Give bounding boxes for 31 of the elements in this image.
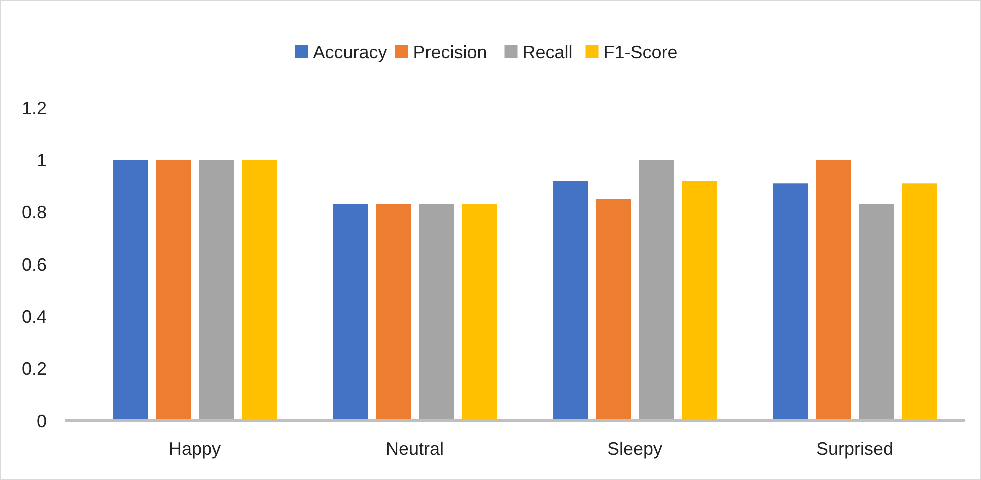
x-tick-label: Neutral xyxy=(386,439,444,459)
y-tick-label: 0.4 xyxy=(22,306,47,327)
y-tick-label: 0.6 xyxy=(22,254,47,275)
y-tick-label: 1.2 xyxy=(22,98,47,118)
legend-label: F1-Score xyxy=(604,42,678,62)
bar xyxy=(859,204,894,421)
bar xyxy=(419,204,454,421)
bar xyxy=(462,204,497,421)
x-tick-label: Sleepy xyxy=(607,439,663,459)
bar xyxy=(682,181,717,421)
bar xyxy=(199,160,234,421)
bar xyxy=(113,160,148,421)
bar xyxy=(596,199,631,421)
bar xyxy=(333,204,368,421)
legend-label: Recall xyxy=(522,42,573,62)
x-tick-label: Surprised xyxy=(816,439,894,459)
bar xyxy=(902,184,937,421)
bar xyxy=(156,160,191,421)
bar xyxy=(773,184,808,421)
bar xyxy=(816,160,851,421)
bar xyxy=(376,204,411,421)
legend-label: Accuracy xyxy=(313,42,388,62)
y-tick-label: 0 xyxy=(36,411,47,432)
y-tick-label: 0.8 xyxy=(22,202,47,223)
y-tick-label: 1 xyxy=(36,150,47,170)
x-tick-label: Happy xyxy=(168,439,222,459)
bar xyxy=(639,160,674,421)
bar xyxy=(242,160,277,421)
legend-label: Precision xyxy=(413,42,488,62)
y-tick-label: 0.2 xyxy=(22,359,47,380)
bar xyxy=(553,181,588,421)
